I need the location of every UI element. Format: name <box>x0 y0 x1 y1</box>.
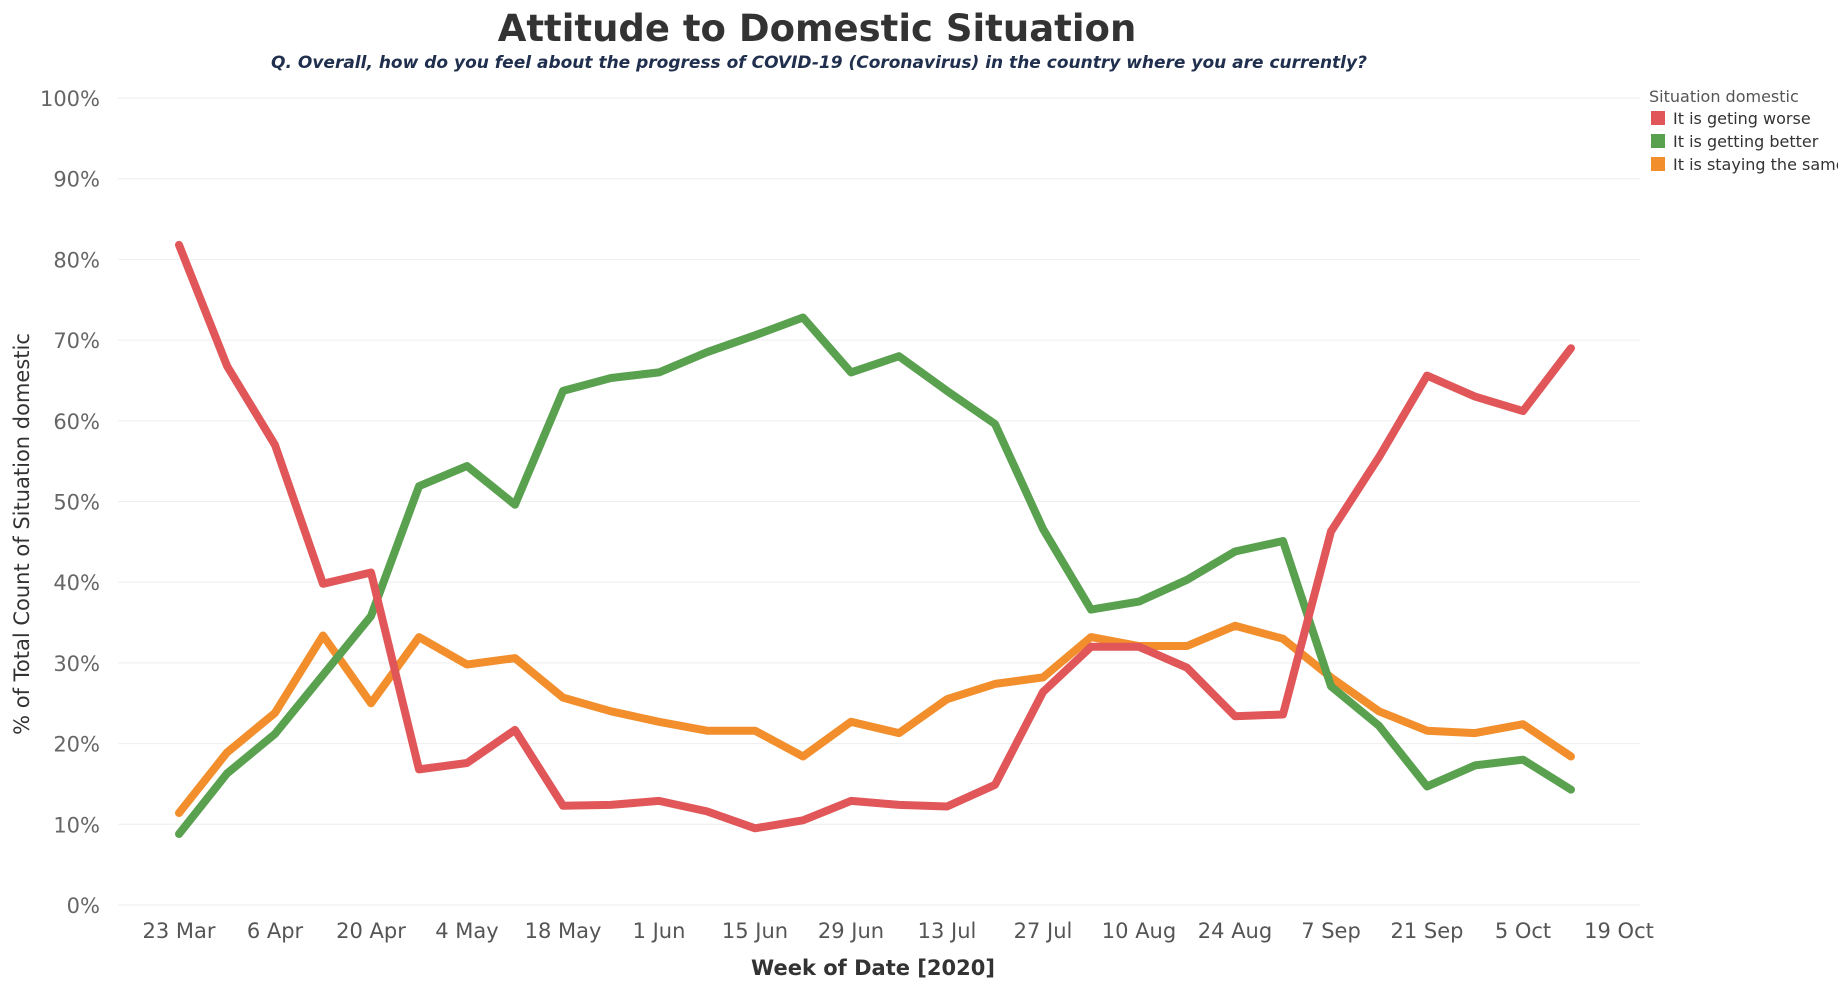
y-tick-label: 80% <box>53 248 100 272</box>
x-tick-label: 29 Jun <box>818 919 884 943</box>
legend-label: It is staying the same <box>1673 155 1838 174</box>
x-tick-label: 21 Sep <box>1391 919 1464 943</box>
series-line-2 <box>175 621 1575 817</box>
y-tick-label: 0% <box>67 894 100 918</box>
gridlines <box>118 97 1640 906</box>
x-axis-label: Week of Date [2020] <box>751 956 995 980</box>
legend: Situation domestic It is geting worseIt … <box>1649 87 1838 174</box>
x-tick-label: 24 Aug <box>1198 919 1272 943</box>
x-tick-label: 23 Mar <box>142 919 215 943</box>
x-tick-label: 1 Jun <box>633 919 686 943</box>
x-tick-label: 13 Jul <box>918 919 977 943</box>
y-tick-label: 40% <box>53 571 100 595</box>
x-tick-label: 19 Oct <box>1584 919 1654 943</box>
chart-title: Attitude to Domestic Situation <box>498 7 1137 50</box>
legend-title: Situation domestic <box>1649 87 1799 106</box>
y-tick-label: 10% <box>53 813 100 837</box>
legend-items: It is geting worse It is getting better It… <box>1651 109 1838 174</box>
y-axis-ticks: 0% 10% 20% 30% 40% 50% 60% 70% 80% 90% 100% <box>40 87 100 918</box>
series-line-0 <box>175 240 1575 833</box>
chart-subtitle: Q. Overall, how do you feel about the pr… <box>271 53 1367 73</box>
legend-label: It is geting worse <box>1673 109 1811 128</box>
y-tick-label: 60% <box>53 410 100 434</box>
legend-label: It is getting better <box>1673 132 1819 151</box>
legend-swatch <box>1651 157 1665 171</box>
x-tick-label: 10 Aug <box>1102 919 1176 943</box>
x-axis-ticks: 23 Mar 6 Apr 20 Apr 4 May 18 May 1 Jun 15 Jun 2… <box>142 919 1653 943</box>
series-lines <box>175 240 1575 838</box>
legend-swatch <box>1651 134 1665 148</box>
y-tick-label: 30% <box>53 652 100 676</box>
series-line-1 <box>175 313 1575 838</box>
x-tick-label: 15 Jun <box>722 919 788 943</box>
y-tick-label: 20% <box>53 733 100 757</box>
x-tick-label: 4 May <box>435 919 498 943</box>
x-tick-label: 6 Apr <box>247 919 304 943</box>
legend-swatch <box>1651 111 1665 125</box>
y-tick-label: 100% <box>40 87 100 111</box>
y-tick-label: 50% <box>53 491 100 515</box>
x-tick-label: 5 Oct <box>1495 919 1551 943</box>
x-tick-label: 7 Sep <box>1301 919 1361 943</box>
y-axis-label: % of Total Count of Situation domestic <box>10 333 34 735</box>
y-tick-label: 90% <box>53 168 100 192</box>
x-tick-label: 18 May <box>525 919 602 943</box>
y-tick-label: 70% <box>53 329 100 353</box>
x-tick-label: 20 Apr <box>336 919 406 943</box>
x-tick-label: 27 Jul <box>1014 919 1073 943</box>
